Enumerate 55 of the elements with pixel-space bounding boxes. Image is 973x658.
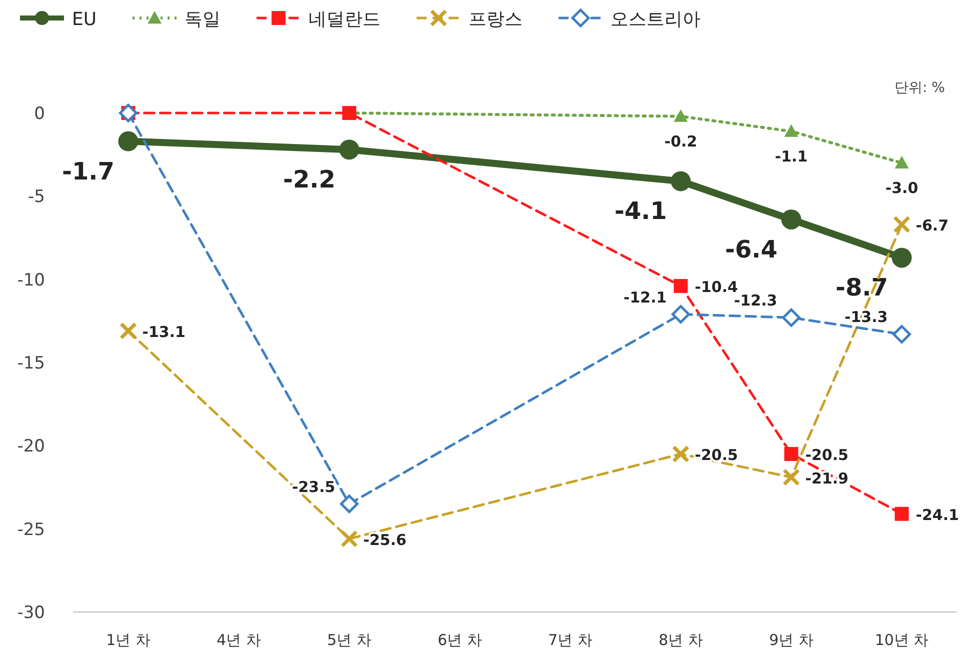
x-tick-label: 5년 차 [327, 631, 372, 649]
data-label: -6.4 [725, 235, 778, 264]
data-label: -1.1 [774, 147, 808, 166]
x-tick-label: 9년 차 [769, 631, 814, 649]
x-tick-label: 7년 차 [548, 631, 592, 649]
point [340, 530, 358, 548]
point [674, 278, 688, 293]
point [339, 140, 360, 160]
point [672, 305, 690, 324]
data-label: -4.1 [614, 197, 667, 226]
point [893, 216, 910, 234]
data-label: -3.0 [885, 178, 918, 197]
x-tick-label: 8년 차 [658, 631, 703, 649]
legend-label: 프랑스 [468, 9, 523, 30]
point [340, 494, 358, 514]
data-label: -12.1 [624, 288, 667, 306]
point [892, 324, 911, 344]
point [892, 248, 912, 268]
data-label: -1.7 [62, 157, 114, 186]
data-label: -25.6 [363, 530, 406, 549]
legend-label: 네덜란드 [308, 9, 381, 30]
x-tick-label: 10년 차 [874, 631, 929, 649]
point [784, 124, 798, 137]
data-label: -6.7 [916, 216, 949, 234]
y-tick-label: 0 [34, 104, 45, 124]
x-tick-label: 1년 차 [106, 631, 150, 649]
point [120, 322, 137, 340]
point [784, 446, 798, 461]
data-label: -2.2 [283, 166, 336, 194]
point [894, 506, 909, 521]
y-tick-label: -20 [17, 436, 45, 457]
y-tick-label: -15 [17, 354, 45, 374]
point [672, 445, 690, 463]
point [782, 308, 800, 327]
data-label: -13.1 [142, 322, 186, 341]
point [894, 156, 909, 168]
legend-label: EU [72, 9, 97, 30]
y-tick-label: -5 [28, 187, 45, 208]
legend-label: 오스트리아 [610, 9, 701, 30]
x-tick-label: 6년 차 [438, 631, 482, 649]
x-tick-label: 4년 차 [216, 631, 261, 649]
point [781, 209, 802, 230]
point [782, 468, 800, 486]
data-label: -20.5 [805, 446, 848, 464]
text: 단위: % [894, 80, 945, 96]
y-tick-label: -10 [17, 270, 45, 290]
y-tick-label: -30 [17, 603, 45, 623]
y-tick-label: -25 [17, 520, 45, 540]
data-label: -24.1 [916, 506, 959, 524]
point [118, 131, 138, 152]
point [674, 109, 688, 122]
legend-label: 독일 [184, 9, 221, 30]
data-label: -0.2 [664, 132, 698, 150]
data-label: -20.5 [694, 446, 738, 464]
point [670, 171, 691, 192]
